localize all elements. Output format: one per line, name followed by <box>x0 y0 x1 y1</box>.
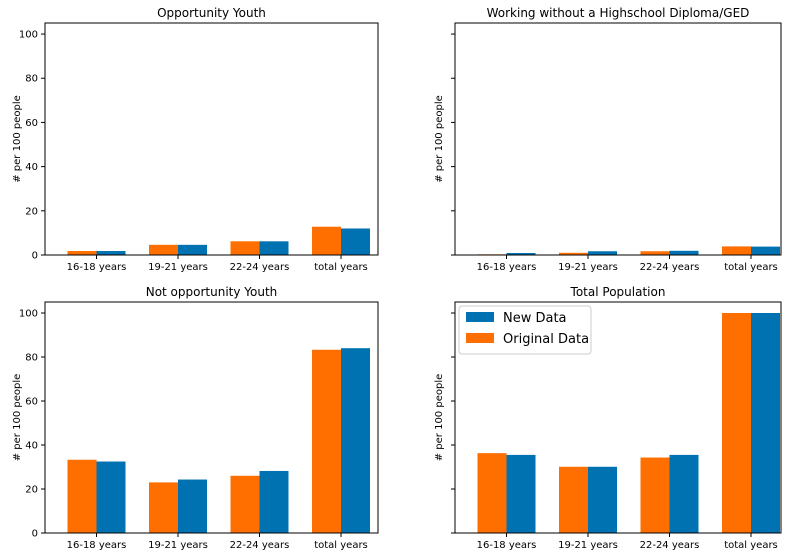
new-data-bar <box>96 251 126 255</box>
x-tick-label: 22-24 years <box>230 262 290 273</box>
axes-frame <box>44 301 379 534</box>
x-tick-label: total years <box>314 262 368 273</box>
axes-frame <box>454 22 782 256</box>
y-axis-label: # per 100 people <box>12 374 23 462</box>
legend-label: Original Data <box>503 332 589 347</box>
y-tick-label: 0 <box>32 529 38 540</box>
new-data-bar <box>751 246 780 255</box>
new-data-bar <box>588 466 617 533</box>
original-data-bar <box>67 251 97 255</box>
new-data-bar <box>259 241 289 255</box>
x-tick-label: total years <box>314 540 368 551</box>
original-data-bar <box>312 349 341 533</box>
original-data-bar <box>640 457 670 533</box>
x-tick-label: 22-24 years <box>230 540 290 551</box>
chart-panel-2: 16-18 years 19-21 years 22-24 years total y… <box>434 6 782 273</box>
new-data-bar <box>506 253 536 255</box>
new-data-bar <box>178 244 207 255</box>
new-data-bar <box>341 348 370 533</box>
original-data-bar <box>722 313 751 533</box>
new-data-bar <box>669 250 699 255</box>
original-data-bar <box>230 241 260 255</box>
original-data-bar <box>722 246 751 255</box>
x-tick-label: total years <box>724 262 778 273</box>
y-axis-label: # per 100 people <box>12 95 23 183</box>
original-data-bar <box>230 475 260 533</box>
x-tick-label: 16-18 years <box>477 540 537 551</box>
axes-frame <box>454 301 782 534</box>
original-data-bar <box>559 252 588 255</box>
chart-title: Total Population <box>570 285 666 299</box>
x-tick-label: 19-21 years <box>558 262 618 273</box>
original-data-bar <box>149 244 178 255</box>
x-tick-label: 19-21 years <box>148 262 208 273</box>
new-data-bar <box>178 479 207 533</box>
y-tick-label: 20 <box>25 206 38 217</box>
original-data-bar <box>149 482 178 533</box>
legend-swatch-new <box>466 312 494 322</box>
new-data-bar <box>96 461 126 533</box>
y-tick-label: 100 <box>19 309 38 320</box>
x-tick-label: 22-24 years <box>640 262 700 273</box>
chart-panel-3: 16-18 years 19-21 years 22-24 years total y… <box>12 285 379 551</box>
x-tick-label: 16-18 years <box>67 540 127 551</box>
legend-label: New Data <box>503 311 567 326</box>
new-data-bar <box>669 454 699 533</box>
original-data-bar <box>477 453 507 533</box>
x-tick-label: 19-21 years <box>558 540 618 551</box>
new-data-bar <box>506 454 536 533</box>
original-data-bar <box>312 226 341 255</box>
axes-frame <box>44 22 379 256</box>
y-tick-label: 40 <box>25 162 38 173</box>
new-data-bar <box>259 470 289 533</box>
legend-swatch-original <box>466 333 494 343</box>
y-tick-label: 80 <box>25 74 38 85</box>
y-axis-label: # per 100 people <box>434 374 445 462</box>
legend: New Data Original Data <box>458 305 592 355</box>
new-data-bar <box>341 228 370 255</box>
y-tick-label: 80 <box>25 353 38 364</box>
x-tick-label: 16-18 years <box>477 262 537 273</box>
x-tick-label: 16-18 years <box>67 262 127 273</box>
y-tick-label: 0 <box>32 251 38 262</box>
original-data-bar <box>640 251 670 255</box>
new-data-bar <box>588 251 617 255</box>
y-tick-label: 100 <box>19 30 38 41</box>
chart-panel-1: 16-18 years 19-21 years 22-24 years total y… <box>12 6 379 273</box>
x-tick-label: total years <box>724 540 778 551</box>
y-tick-label: 60 <box>25 118 38 129</box>
chart-title: Working without a Highschool Diploma/GED <box>487 6 750 20</box>
y-tick-label: 20 <box>25 485 38 496</box>
new-data-bar <box>751 313 780 533</box>
y-tick-label: 60 <box>25 397 38 408</box>
chart-title: Opportunity Youth <box>157 6 266 20</box>
x-tick-label: 22-24 years <box>640 540 700 551</box>
x-tick-label: 19-21 years <box>148 540 208 551</box>
chart-panel-4: 16-18 years 19-21 years 22-24 years total y… <box>434 285 782 551</box>
y-tick-label: 40 <box>25 441 38 452</box>
original-data-bar <box>67 459 97 533</box>
y-axis-label: # per 100 people <box>434 95 445 183</box>
chart-title: Not opportunity Youth <box>146 285 278 299</box>
original-data-bar <box>559 466 588 533</box>
